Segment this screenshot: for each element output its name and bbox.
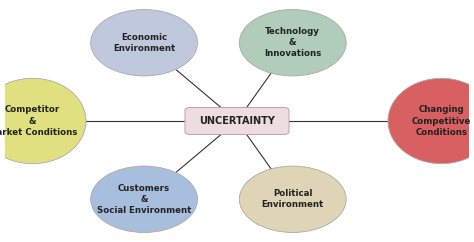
Ellipse shape — [388, 78, 474, 164]
Text: Competitor
&
Market Conditions: Competitor & Market Conditions — [0, 106, 77, 136]
Text: Economic
Environment: Economic Environment — [113, 33, 175, 53]
Text: Political
Environment: Political Environment — [262, 189, 324, 209]
FancyBboxPatch shape — [185, 107, 289, 135]
Text: Changing
Competitive
Conditions: Changing Competitive Conditions — [412, 106, 471, 136]
Text: UNCERTAINTY: UNCERTAINTY — [199, 116, 275, 126]
Ellipse shape — [239, 9, 346, 76]
Ellipse shape — [0, 78, 86, 164]
Text: Technology
&
Innovations: Technology & Innovations — [264, 27, 321, 58]
Ellipse shape — [91, 166, 198, 233]
Ellipse shape — [91, 9, 198, 76]
Ellipse shape — [239, 166, 346, 233]
Text: Customers
&
Social Environment: Customers & Social Environment — [97, 184, 191, 215]
